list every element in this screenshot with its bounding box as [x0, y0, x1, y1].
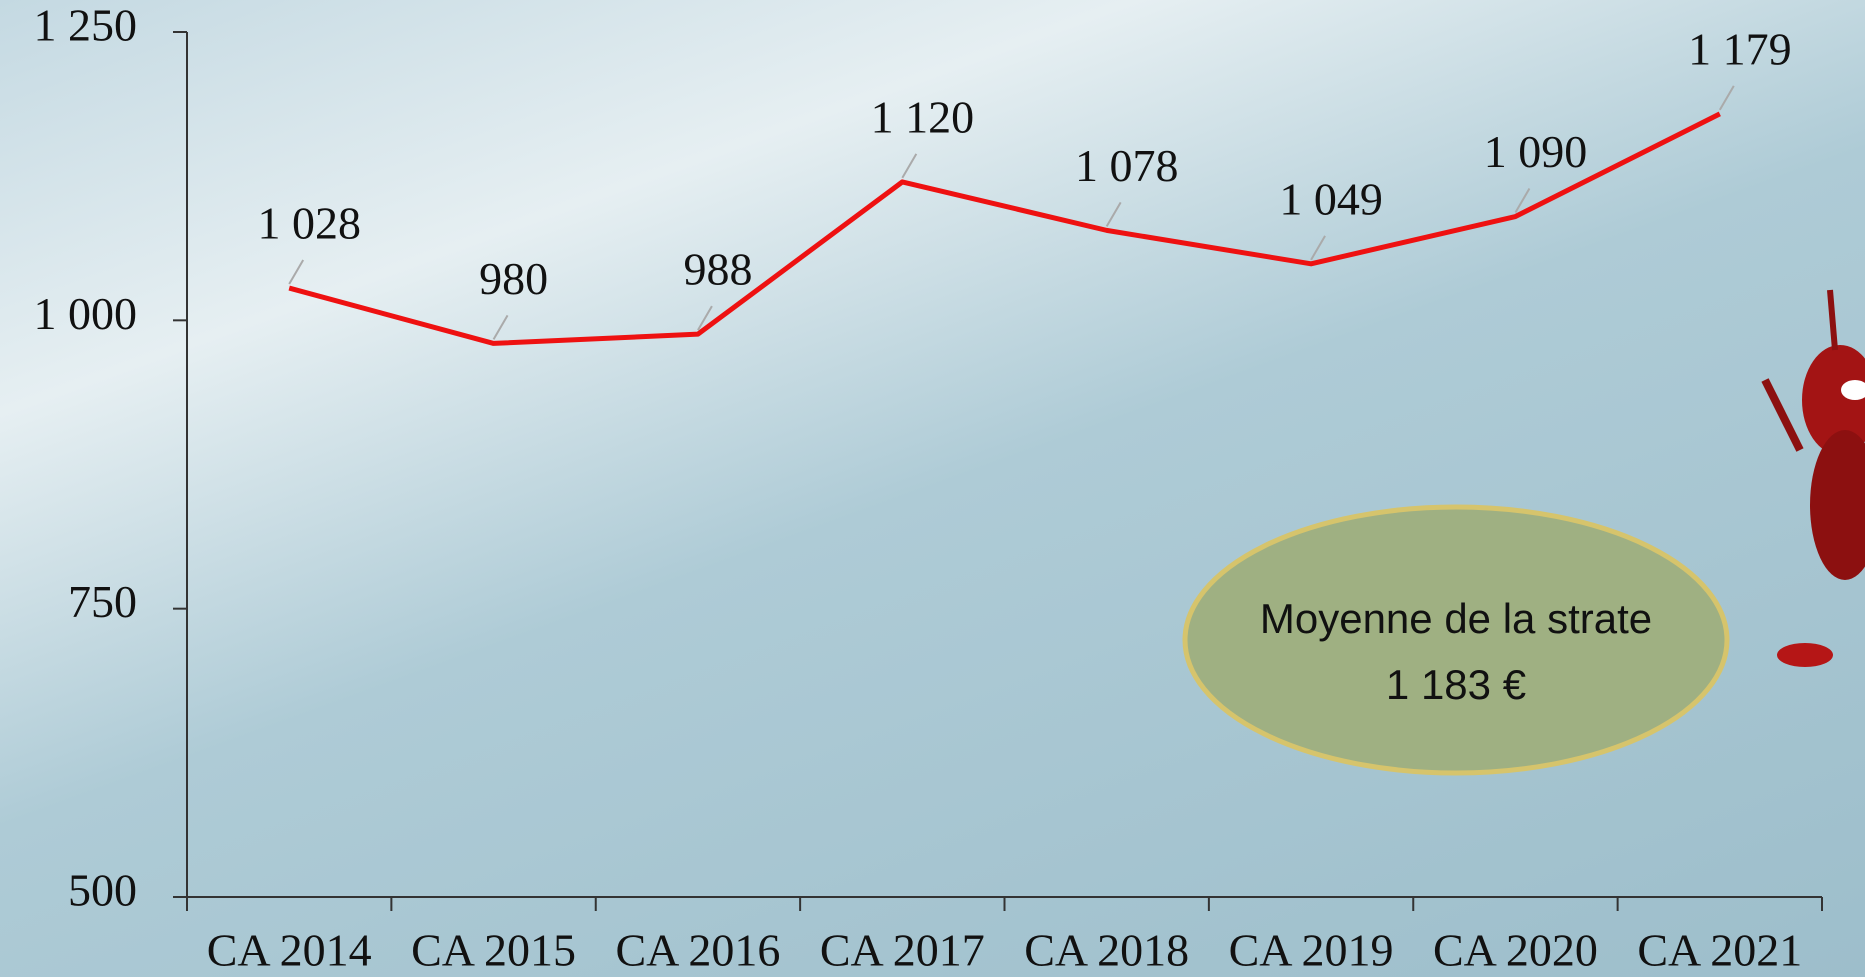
- x-tick-label: CA 2015: [411, 925, 576, 976]
- leader-line: [494, 315, 508, 339]
- value-label: 1 078: [1075, 140, 1179, 191]
- x-tick-label: CA 2020: [1433, 925, 1598, 976]
- y-tick-label: 1 000: [34, 288, 138, 339]
- x-tick-label: CA 2019: [1229, 925, 1394, 976]
- y-tick-label: 750: [68, 576, 137, 627]
- annotation: Moyenne de la strate: [1260, 595, 1652, 642]
- y-tick-label: 1 250: [34, 0, 138, 51]
- annotation: 1 183 €: [1386, 661, 1526, 708]
- x-tick-label: CA 2021: [1637, 925, 1802, 976]
- leader-line: [1107, 202, 1121, 226]
- value-label: 1 179: [1688, 23, 1792, 74]
- value-label: 980: [479, 253, 548, 304]
- y-tick-label: 500: [68, 865, 137, 916]
- x-tick-label: CA 2017: [820, 925, 985, 976]
- page: Moyenne de la strate 1 183 € 500 750 1 000…: [0, 0, 1865, 977]
- value-label: 1 049: [1279, 173, 1383, 224]
- value-label: 988: [683, 244, 752, 295]
- x-tick-label: CA 2016: [616, 925, 781, 976]
- x-tick-label: CA 2018: [1024, 925, 1189, 976]
- leader-line: [902, 154, 916, 178]
- x-tick-label: CA 2014: [207, 925, 372, 976]
- leader-line: [1720, 86, 1734, 110]
- value-label: 1 028: [257, 198, 361, 249]
- value-label: 1 120: [871, 91, 975, 142]
- leader-line: [1311, 236, 1325, 260]
- chart: Moyenne de la strate 1 183 € 500 750 1 000…: [0, 0, 1865, 977]
- value-label: 1 090: [1484, 126, 1588, 177]
- ant-decoration: [1765, 290, 1865, 667]
- leader-line: [289, 260, 303, 284]
